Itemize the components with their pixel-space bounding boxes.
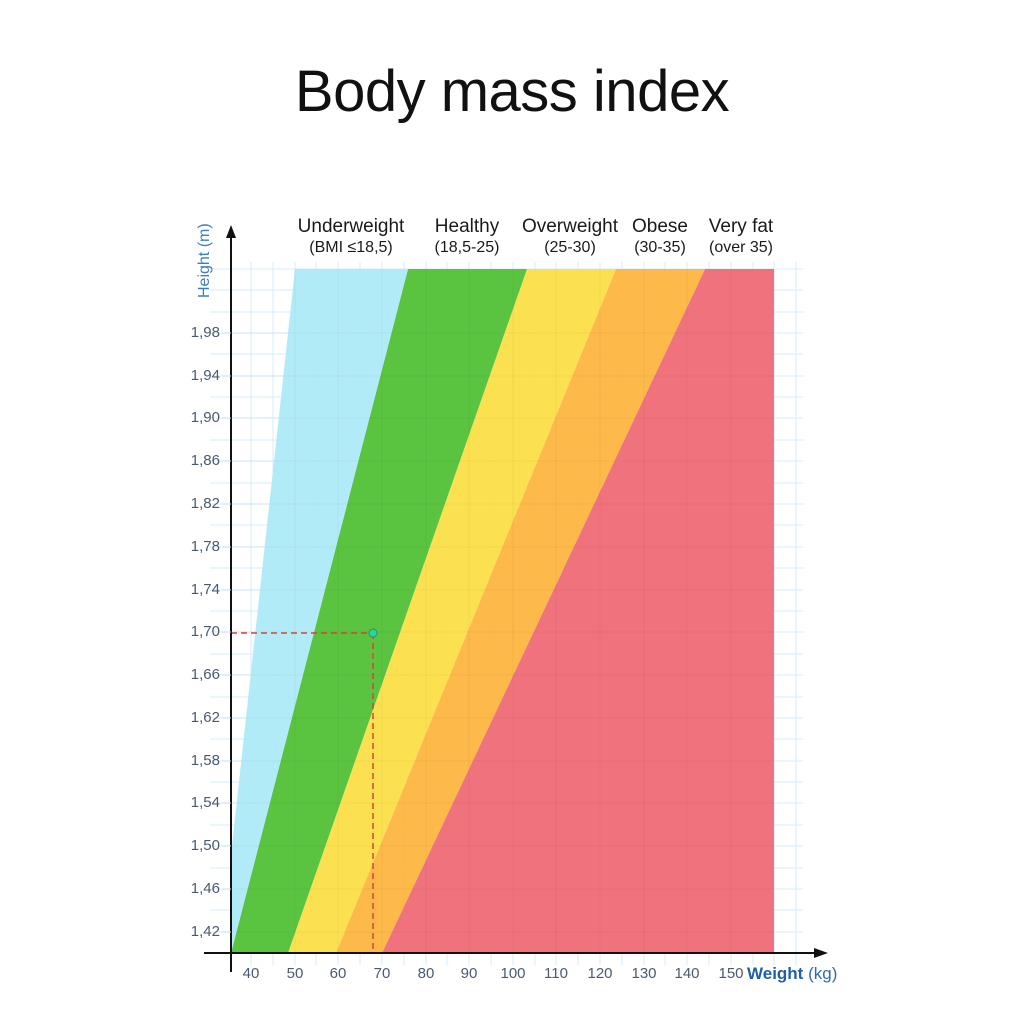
x-tick: 70 bbox=[373, 965, 391, 982]
legend-overweight-range: (25-30) bbox=[544, 239, 596, 256]
y-tick: 1,74 bbox=[190, 581, 220, 598]
y-tick: 1,90 bbox=[190, 409, 220, 426]
x-axis-label-name: Weight bbox=[747, 964, 804, 983]
x-axis-label: Weight (kg) bbox=[747, 964, 837, 984]
x-tick: 110 bbox=[544, 965, 568, 982]
y-tick: 1,50 bbox=[190, 837, 220, 854]
y-tick: 1,42 bbox=[190, 923, 220, 940]
band-obese bbox=[336, 269, 705, 953]
x-tick: 80 bbox=[417, 965, 435, 982]
y-tick: 1,66 bbox=[190, 666, 220, 683]
y-tick: 1,78 bbox=[190, 538, 220, 555]
legend-underweight-range: (BMI ≤18,5) bbox=[309, 239, 393, 256]
legend-healthy-range: (18,5-25) bbox=[434, 239, 500, 256]
y-axis-label: Height (m) bbox=[196, 223, 213, 298]
x-tick: 140 bbox=[674, 965, 700, 982]
legend-overweight: Overweight (25-30) bbox=[505, 216, 635, 258]
legend-very-fat: Very fat (over 35) bbox=[676, 216, 806, 258]
y-tick: 1,82 bbox=[190, 495, 220, 512]
y-tick: 1,86 bbox=[190, 452, 220, 469]
x-axis-label-unit: (kg) bbox=[808, 964, 838, 983]
x-tick: 50 bbox=[286, 965, 304, 982]
legend-very-fat-range: (over 35) bbox=[708, 239, 774, 256]
legend-underweight: Underweight (BMI ≤18,5) bbox=[286, 216, 416, 258]
legend-underweight-name: Underweight bbox=[297, 216, 405, 237]
y-axis-arrow-icon bbox=[226, 225, 236, 238]
y-tick: 1,58 bbox=[190, 752, 220, 769]
y-tick: 1,94 bbox=[190, 367, 220, 384]
x-tick: 100 bbox=[500, 965, 526, 982]
y-tick: 1,46 bbox=[190, 880, 220, 897]
band-overweight bbox=[288, 269, 616, 953]
x-tick: 130 bbox=[631, 965, 657, 982]
band-healthy bbox=[231, 269, 527, 953]
band-underweight bbox=[231, 269, 408, 953]
marker-point bbox=[368, 628, 378, 638]
y-tick: 1,98 bbox=[190, 324, 220, 341]
legend-obese-name: Obese bbox=[632, 216, 688, 237]
legend-obese: Obese (30-35) bbox=[595, 216, 725, 258]
x-axis-arrow-icon bbox=[814, 948, 828, 958]
band-very-fat bbox=[382, 269, 774, 953]
legend-obese-range: (30-35) bbox=[634, 239, 686, 256]
x-tick: 120 bbox=[587, 965, 613, 982]
y-tick: 1,62 bbox=[190, 709, 220, 726]
x-tick: 90 bbox=[460, 965, 478, 982]
legend-healthy-name: Healthy bbox=[434, 216, 500, 237]
chart-title: Body mass index bbox=[294, 59, 730, 124]
x-tick: 150 bbox=[718, 965, 744, 982]
legend-healthy: Healthy (18,5-25) bbox=[402, 216, 532, 258]
legend-overweight-name: Overweight bbox=[521, 216, 619, 237]
x-tick: 60 bbox=[329, 965, 347, 982]
y-tick: 1,54 bbox=[190, 794, 220, 811]
legend-very-fat-name: Very fat bbox=[708, 216, 774, 237]
y-tick: 1,70 bbox=[190, 623, 220, 640]
x-tick: 40 bbox=[242, 965, 260, 982]
